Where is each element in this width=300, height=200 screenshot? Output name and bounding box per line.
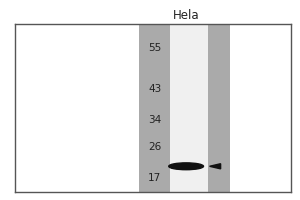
Bar (139, 24, 230, 192)
Ellipse shape (169, 163, 203, 170)
Text: 26: 26 (148, 142, 161, 152)
Text: 55: 55 (148, 43, 161, 53)
Text: 17: 17 (148, 173, 161, 183)
Text: 43: 43 (148, 84, 161, 94)
Polygon shape (210, 164, 220, 169)
Bar (169, 24, 208, 192)
Text: 34: 34 (148, 115, 161, 125)
Text: Hela: Hela (173, 9, 200, 22)
